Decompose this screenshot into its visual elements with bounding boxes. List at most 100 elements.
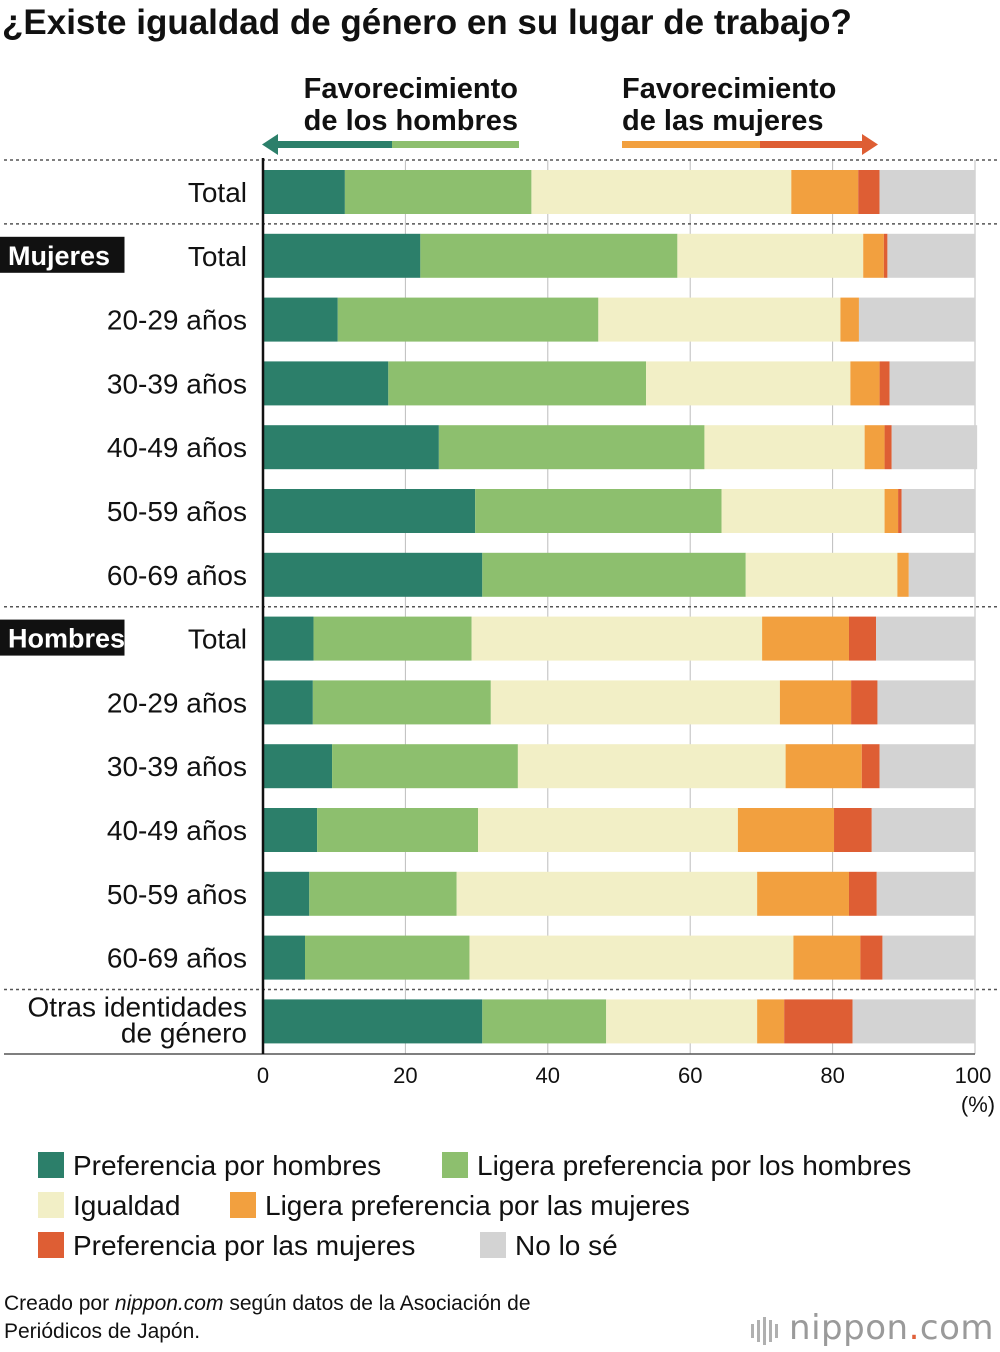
bar-segment [388,361,647,406]
bar-row [263,871,975,916]
bar-segment [848,616,877,661]
bar-row [263,744,975,789]
category-label: 40-49 años [107,815,247,846]
bar-segment [263,425,439,470]
bar-row [263,489,975,533]
legend-label: Igualdad [73,1190,180,1221]
bar-segment [884,489,899,533]
bar-segment [263,808,318,852]
x-tick-label: 80 [820,1063,844,1088]
category-label: 60-69 años [107,943,247,974]
bar-segment [305,935,470,980]
bar-segment [677,233,864,278]
bar-segment [901,489,975,533]
source-prefix: Creado por [4,1292,115,1315]
category-label: 50-59 años [107,879,247,910]
chart: ¿Existe igualdad de género en su lugar d… [0,3,1000,1261]
category-label: 20-29 años [107,305,247,336]
bar-segment [908,552,975,597]
bar-segment [263,871,310,916]
bar-segment [317,808,479,852]
logo-mark-icon [751,1310,781,1350]
source-site: nippon.com [114,1292,224,1315]
bar-segment [263,999,483,1044]
bar-segment [757,999,785,1044]
category-label: 60-69 años [107,560,247,591]
bar-segment [332,744,518,789]
bar-row [263,616,975,661]
bar-segment [882,935,975,980]
bar-segment [475,489,722,533]
favor-women-label-line1: Favorecimiento [622,73,836,105]
bar-segment [478,808,738,852]
category-labels: Total Total 20-29 años 30-39 años 40-49 años… [0,177,247,1048]
bar-segment [897,552,909,597]
logo-tld: com [919,1308,994,1348]
legend-swatch [442,1152,468,1178]
bar-segment [704,425,865,470]
legend-swatch [230,1192,256,1218]
favor-men-arrow-line-dark [272,141,392,148]
x-unit-label: (%) [961,1092,995,1117]
favor-women-arrow-line-dark [760,141,866,148]
arrow-left-icon [262,134,278,155]
bar-segment [598,297,841,342]
bar-row [263,999,975,1044]
bar-segment [263,552,483,597]
bar-segment [757,871,849,916]
x-axis: 0 20 40 60 80 100 (%) [257,158,995,1117]
bar-segment [263,616,314,661]
legend-swatch [38,1192,64,1218]
bar-segment [469,935,794,980]
bar-segment [858,170,880,214]
group-label-box [0,619,125,656]
bar-segment [848,871,877,916]
bar-segment [482,999,607,1044]
bar-segment [876,871,975,916]
logo-name: nippon [789,1308,909,1348]
x-tick-label: 100 [955,1063,992,1088]
bar-segment [531,170,792,214]
bar-row [263,935,975,980]
bar-row [263,170,975,214]
chart-title: ¿Existe igualdad de género en su lugar d… [2,3,852,42]
group-label-box [0,236,125,273]
group-label: Hombres [8,624,125,654]
bar-segment [344,170,532,214]
category-label: Otras identidades [28,991,247,1022]
bar-row [263,361,975,406]
bar-segment [887,233,975,278]
category-label: 50-59 años [107,496,247,527]
bar-segment [871,808,975,852]
x-tick-label: 20 [393,1063,417,1088]
bar-segment [313,616,472,661]
bar-row [263,425,978,470]
bar-segment [606,999,758,1044]
bar-row [263,233,975,278]
logo-dot: . [908,1308,920,1348]
bar-segment [834,808,872,852]
bar-segment [879,744,975,789]
bar-segment [883,233,888,278]
favor-women-label-line2: de las mujeres [622,105,824,137]
bar-segment [864,425,885,470]
bar-segment [793,935,861,980]
bar-segment [745,552,898,597]
bar-segment [482,552,746,597]
bar-segment [762,616,849,661]
legend-label: Ligera preferencia por los hombres [477,1150,911,1181]
bar-segment [840,297,859,342]
legend: Preferencia por hombres Ligera preferenci… [38,1150,911,1261]
bar-segment [851,680,878,725]
bar-segment [791,170,859,214]
favor-men-label-line1: Favorecimiento [304,73,518,105]
category-label: 20-29 años [107,687,247,718]
category-label: 40-49 años [107,432,247,463]
favor-men-label-line2: de los hombres [304,105,518,137]
bar-segment [898,489,902,533]
bar-segment [879,170,975,214]
favor-women-arrow: Favorecimiento de las mujeres [622,73,878,155]
bar-segment [721,489,885,533]
bar-segment [471,616,763,661]
bar-segment [891,425,978,470]
